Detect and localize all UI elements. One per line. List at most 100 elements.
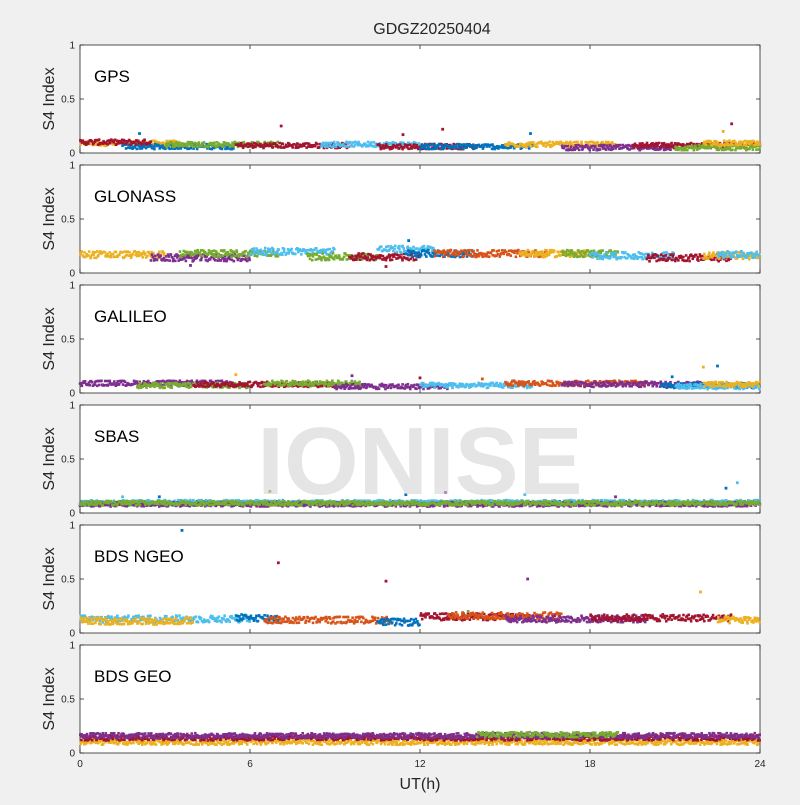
data-point (322, 248, 325, 251)
data-point (240, 142, 243, 145)
data-point (532, 141, 535, 144)
data-point (684, 146, 687, 149)
data-point (546, 384, 549, 387)
data-point (347, 145, 350, 148)
data-point (553, 250, 556, 253)
data-point (580, 142, 583, 145)
data-point (214, 259, 217, 262)
data-point (638, 146, 641, 149)
data-point (144, 253, 147, 256)
data-point (327, 142, 330, 145)
data-point (80, 250, 83, 253)
data-point (260, 249, 263, 252)
data-point (621, 381, 624, 384)
data-point (583, 255, 586, 258)
data-point (379, 257, 382, 260)
data-point (91, 381, 94, 384)
data-point (234, 255, 237, 258)
y-tick-label: 0 (69, 269, 75, 280)
data-point (316, 258, 319, 261)
data-point (458, 147, 461, 150)
data-point (392, 250, 395, 253)
data-point (391, 259, 394, 262)
data-point (330, 142, 333, 145)
data-point (113, 380, 116, 383)
data-point (256, 255, 259, 258)
data-point (413, 384, 416, 387)
data-point (372, 141, 375, 144)
data-point (528, 147, 531, 150)
data-point (301, 384, 304, 387)
data-point (647, 254, 650, 257)
data-point (257, 249, 260, 252)
data-point (518, 380, 521, 383)
data-point (153, 145, 156, 148)
data-point (403, 146, 406, 149)
data-point (670, 142, 673, 145)
data-point (163, 386, 166, 389)
data-point (432, 247, 435, 250)
data-point (135, 380, 138, 383)
data-point (236, 251, 239, 254)
data-point (228, 253, 231, 256)
data-point (549, 384, 552, 387)
data-point (312, 384, 315, 387)
data-point (401, 245, 404, 248)
data-point (725, 255, 728, 258)
outlier-point (722, 130, 725, 133)
data-point (655, 385, 658, 388)
data-point (616, 251, 619, 254)
data-point (501, 249, 504, 252)
data-point (349, 141, 352, 144)
data-point (596, 141, 599, 144)
data-point (177, 147, 180, 150)
data-point (253, 247, 256, 250)
data-point (752, 148, 755, 151)
data-point (571, 250, 574, 253)
data-point (223, 249, 226, 252)
data-point (196, 381, 199, 384)
data-point (109, 142, 112, 145)
data-point (267, 251, 270, 254)
data-point (728, 385, 731, 388)
outlier-point (407, 239, 410, 242)
data-point (492, 249, 495, 252)
data-point (221, 254, 224, 257)
data-point (358, 381, 361, 384)
outlier-point (138, 132, 141, 135)
data-point (213, 253, 216, 256)
y-tick-label: 1 (69, 401, 75, 412)
data-point (625, 144, 628, 147)
data-point (427, 249, 430, 252)
data-point (690, 142, 693, 145)
data-point (248, 259, 251, 262)
data-point (581, 250, 584, 253)
y-tick-label: 0.5 (61, 215, 75, 226)
data-point (698, 144, 701, 147)
data-point (230, 255, 233, 258)
data-point (751, 253, 754, 256)
data-point (333, 258, 336, 261)
data-point (253, 254, 256, 257)
data-point (315, 247, 318, 250)
y-tick-label: 0 (69, 389, 75, 400)
data-point (579, 385, 582, 388)
data-point (541, 250, 544, 253)
data-point (596, 257, 599, 260)
data-point (385, 384, 388, 387)
data-point (100, 380, 103, 383)
panel-label: GALILEO (94, 307, 167, 326)
data-point (241, 385, 244, 388)
data-point (199, 252, 202, 255)
data-point (415, 387, 418, 390)
data-point (566, 253, 569, 256)
outlier-point (481, 378, 484, 381)
data-point (393, 255, 396, 258)
data-point (728, 251, 731, 254)
data-point (233, 260, 236, 263)
data-point (158, 250, 161, 253)
